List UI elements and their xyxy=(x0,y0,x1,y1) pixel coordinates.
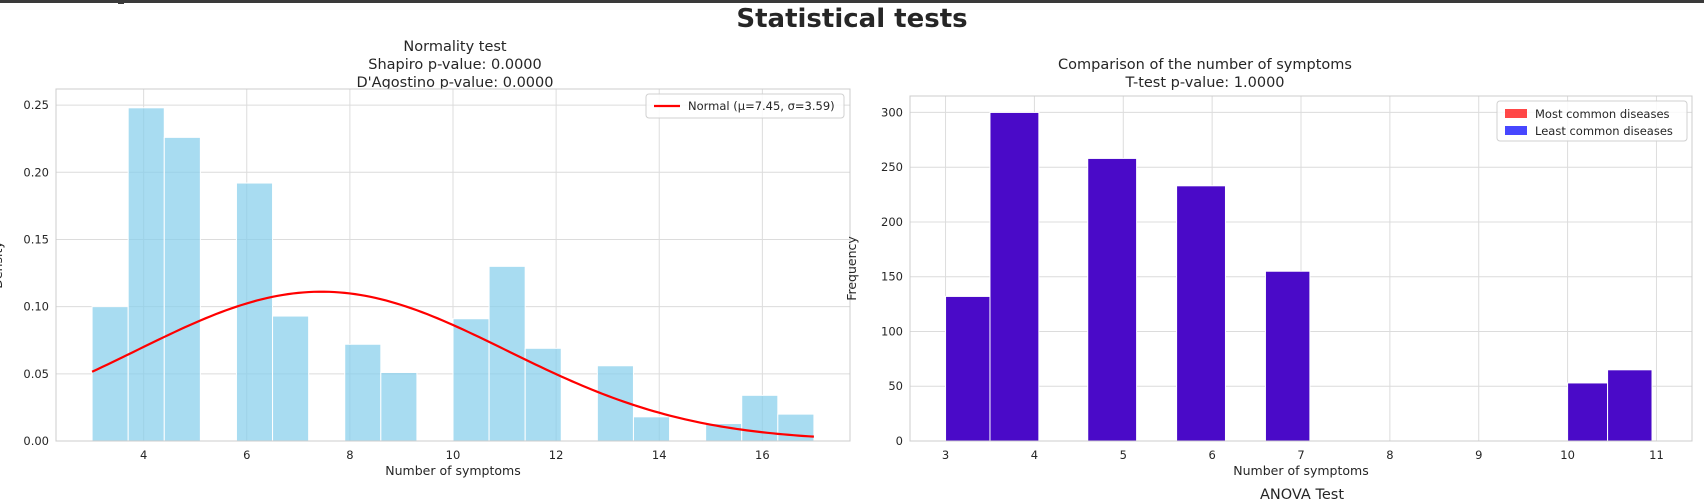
right-frequency-bar xyxy=(1087,157,1138,442)
right-legend-label: Most common diseases xyxy=(1535,107,1670,121)
left-x-tick-label: 16 xyxy=(755,448,770,462)
left-chart-title-line-3: D'Agostino p-value: 0.0000 xyxy=(356,75,554,91)
anova-test-title: ANOVA Test xyxy=(1260,487,1344,503)
window-top-border xyxy=(0,0,1704,3)
left-chart-title-line-2: Shapiro p-value: 0.0000 xyxy=(368,57,542,73)
right-frequency-bar xyxy=(945,295,991,442)
right-x-tick-label: 4 xyxy=(1031,448,1038,462)
left-chart-title: Normality test Shapiro p-value: 0.0000 D… xyxy=(305,38,605,92)
left-y-tick-label: 0.10 xyxy=(23,300,49,314)
left-chart-title-line-1: Normality test xyxy=(403,39,507,55)
right-y-tick-label: 300 xyxy=(881,105,903,119)
right-y-tick-label: 0 xyxy=(896,434,903,448)
left-x-axis-label: Number of symptoms xyxy=(385,463,520,478)
left-y-tick-label: 0.20 xyxy=(23,165,49,179)
right-y-tick-label: 150 xyxy=(881,270,903,284)
left-x-tick-label: 8 xyxy=(346,448,353,462)
right-frequency-bar xyxy=(1176,185,1226,442)
right-frequency-bar xyxy=(1567,382,1609,442)
left-x-tick-label: 6 xyxy=(243,448,250,462)
left-x-tick-label: 10 xyxy=(446,448,461,462)
right-chart-title-line-1: Comparison of the number of symptoms xyxy=(1058,57,1352,73)
left-x-tick-label: 14 xyxy=(652,448,667,462)
left-legend-box xyxy=(645,93,845,119)
right-frequency-bar xyxy=(989,111,1040,442)
left-y-tick-label: 0.05 xyxy=(23,367,49,381)
figure-title: Statistical tests xyxy=(736,4,968,34)
right-frequency-bar xyxy=(1264,270,1311,442)
left-histogram-bar xyxy=(127,107,165,442)
window-top-border-tick xyxy=(118,3,124,4)
left-legend-label: Normal (μ=7.45, σ=3.59) xyxy=(688,99,835,113)
left-histogram-bar xyxy=(632,416,671,442)
right-y-axis-label: Frequency xyxy=(844,236,859,301)
right-chart-title: Comparison of the number of symptoms T-t… xyxy=(1005,56,1405,92)
right-x-tick-label: 7 xyxy=(1297,448,1304,462)
normal-fit-line xyxy=(91,290,814,438)
left-histogram-bar xyxy=(344,343,382,442)
right-x-tick-label: 11 xyxy=(1649,448,1664,462)
right-y-tick-label: 100 xyxy=(881,324,903,338)
left-y-tick-label: 0.25 xyxy=(23,98,49,112)
right-legend: Most common diseases Least common disease… xyxy=(1496,100,1688,142)
right-x-tick-label: 3 xyxy=(942,448,949,462)
right-x-tick-label: 9 xyxy=(1475,448,1482,462)
left-y-tick-label: 0.00 xyxy=(23,434,49,448)
left-x-tick-label: 12 xyxy=(549,448,564,462)
right-x-tick-label: 5 xyxy=(1120,448,1127,462)
left-axes-frame xyxy=(55,88,851,442)
right-legend-swatch xyxy=(1505,109,1527,118)
right-legend-swatch xyxy=(1505,126,1527,135)
left-histogram-bar xyxy=(91,306,129,442)
right-y-tick-label: 50 xyxy=(888,379,903,393)
right-legend-label: Least common diseases xyxy=(1535,124,1673,138)
right-frequency-bar xyxy=(1607,369,1653,442)
right-chart-title-line-2: T-test p-value: 1.0000 xyxy=(1125,75,1285,91)
right-x-tick-label: 6 xyxy=(1208,448,1215,462)
right-x-axis-label: Number of symptoms xyxy=(1233,463,1368,478)
right-y-tick-label: 250 xyxy=(881,160,903,174)
left-histogram-bar xyxy=(163,136,201,442)
left-y-tick-label: 0.15 xyxy=(23,232,49,246)
right-axes-frame xyxy=(909,95,1693,442)
right-x-tick-label: 8 xyxy=(1386,448,1393,462)
right-legend-box xyxy=(1496,100,1688,142)
left-y-axis-label: Density xyxy=(0,241,5,289)
left-histogram-bar xyxy=(524,347,562,442)
left-legend: Normal (μ=7.45, σ=3.59) xyxy=(645,93,845,119)
right-y-tick-label: 200 xyxy=(881,215,903,229)
left-x-tick-label: 4 xyxy=(140,448,147,462)
left-histogram-bar xyxy=(272,315,310,442)
right-x-tick-label: 10 xyxy=(1560,448,1575,462)
left-histogram-bar xyxy=(488,265,526,442)
